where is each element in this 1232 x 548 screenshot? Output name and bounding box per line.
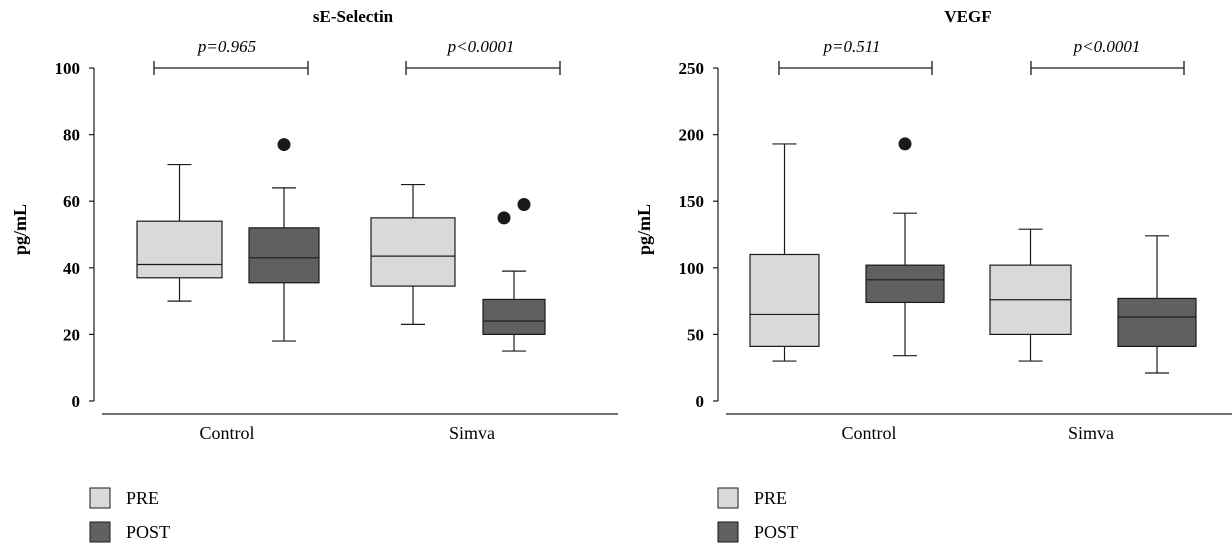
y-tick-label: 80	[63, 126, 80, 145]
box-iqr	[1117, 297, 1197, 347]
y-tick-label: 50	[687, 325, 704, 344]
y-axis-label: pg/mL	[10, 204, 30, 255]
chart-panel-1: VEGF 0 50 100 150 200 250 pg/mL Control Simva p=0.…	[634, 7, 1232, 443]
chart-title: VEGF	[944, 7, 991, 26]
x-category-label: Control	[199, 423, 254, 443]
p-value-label: p=0.511	[823, 37, 881, 56]
box-iqr	[248, 227, 320, 284]
legend-swatch	[717, 487, 739, 509]
box-iqr	[482, 298, 546, 335]
outlier-point	[517, 198, 531, 212]
x-category-label: Simva	[1068, 423, 1114, 443]
box-iqr	[865, 264, 945, 304]
significance-bracket: p<0.0001	[405, 37, 561, 75]
legend-label: POST	[754, 522, 798, 542]
p-value-label: p<0.0001	[1073, 37, 1141, 56]
box-iqr	[749, 253, 820, 347]
box-iqr	[370, 217, 456, 287]
p-value-label: p<0.0001	[447, 37, 515, 56]
significance-bracket: p<0.0001	[1030, 37, 1185, 75]
significance-bracket: p=0.965	[153, 37, 309, 75]
chart-panel-0: sE-Selectin 0 20 40 60 80 100 pg/mL Control Simva…	[10, 7, 618, 443]
legend-swatch	[89, 521, 111, 543]
y-tick-label: 40	[63, 259, 80, 278]
y-tick-label: 150	[679, 192, 705, 211]
chart-title: sE-Selectin	[313, 7, 394, 26]
significance-bracket: p=0.511	[778, 37, 933, 75]
legend-swatch	[89, 487, 111, 509]
y-tick-label: 200	[679, 126, 705, 145]
y-axis-label: pg/mL	[634, 204, 654, 255]
x-category-label: Control	[841, 423, 896, 443]
legend-label: PRE	[754, 488, 787, 508]
legend: PRE POST	[89, 487, 170, 543]
box-pre-simva	[370, 183, 456, 326]
y-tick-label: 250	[679, 59, 705, 78]
legend-swatch	[717, 521, 739, 543]
y-tick-label: 100	[679, 259, 705, 278]
box-post-simva	[1117, 235, 1197, 374]
box-post-control	[248, 138, 320, 342]
y-tick-label: 60	[63, 192, 80, 211]
legend-label: POST	[126, 522, 170, 542]
box-pre-control	[136, 163, 223, 302]
box-pre-control	[749, 143, 820, 362]
box-post-simva	[482, 198, 546, 352]
outlier-point	[497, 211, 511, 225]
box-iqr	[136, 220, 223, 279]
y-tick-label: 0	[696, 392, 705, 411]
box-post-control	[865, 137, 945, 357]
outlier-point	[277, 138, 291, 152]
outlier-point	[898, 137, 912, 151]
y-tick-label: 20	[63, 325, 80, 344]
y-tick-label: 100	[55, 59, 81, 78]
x-category-label: Simva	[449, 423, 495, 443]
box-pre-simva	[989, 228, 1072, 362]
p-value-label: p=0.965	[197, 37, 256, 56]
legend: PRE POST	[717, 487, 798, 543]
legend-label: PRE	[126, 488, 159, 508]
y-tick-label: 0	[72, 392, 81, 411]
